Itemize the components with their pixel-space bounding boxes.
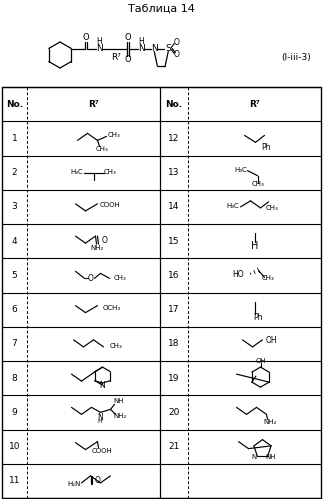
Text: 12: 12 bbox=[168, 134, 180, 143]
Text: OH: OH bbox=[255, 358, 266, 364]
Text: NH₂: NH₂ bbox=[264, 419, 277, 425]
Text: 4: 4 bbox=[12, 237, 17, 246]
Text: 20: 20 bbox=[168, 408, 180, 417]
Text: 9: 9 bbox=[12, 408, 17, 417]
Text: N: N bbox=[151, 44, 158, 53]
Text: NH: NH bbox=[265, 454, 276, 460]
Text: H₃C: H₃C bbox=[226, 203, 239, 209]
Text: CH₃: CH₃ bbox=[252, 181, 265, 187]
Text: CH₃: CH₃ bbox=[104, 169, 117, 175]
Text: R⁷: R⁷ bbox=[249, 100, 260, 109]
Text: S: S bbox=[165, 44, 171, 53]
Text: 8: 8 bbox=[12, 374, 17, 383]
Text: 6: 6 bbox=[12, 305, 17, 314]
Text: O: O bbox=[101, 236, 108, 245]
Text: N: N bbox=[96, 44, 103, 53]
Text: N: N bbox=[99, 381, 105, 390]
Text: R⁷: R⁷ bbox=[88, 100, 99, 109]
Text: CH₃: CH₃ bbox=[113, 275, 126, 281]
Text: 11: 11 bbox=[9, 477, 20, 486]
Text: 3: 3 bbox=[12, 203, 17, 212]
Text: O: O bbox=[173, 50, 179, 59]
Text: NH₂: NH₂ bbox=[114, 413, 127, 419]
Text: H: H bbox=[251, 241, 258, 251]
Text: CH₃: CH₃ bbox=[109, 343, 122, 349]
Text: CH₃: CH₃ bbox=[266, 205, 279, 211]
Text: Таблица 14: Таблица 14 bbox=[128, 4, 194, 14]
Text: 15: 15 bbox=[168, 237, 180, 246]
Text: O: O bbox=[95, 477, 100, 486]
Text: HO: HO bbox=[233, 270, 244, 279]
Text: Ph: Ph bbox=[262, 143, 271, 152]
Text: 10: 10 bbox=[9, 442, 20, 451]
Text: H₃C: H₃C bbox=[234, 167, 247, 173]
Text: O: O bbox=[83, 33, 89, 42]
Text: N: N bbox=[98, 413, 103, 422]
Text: OCH₃: OCH₃ bbox=[102, 304, 120, 310]
Text: H: H bbox=[138, 37, 144, 46]
Text: H₃C: H₃C bbox=[70, 169, 83, 175]
Text: 18: 18 bbox=[168, 339, 180, 348]
Text: 1: 1 bbox=[12, 134, 17, 143]
Text: N: N bbox=[138, 44, 145, 53]
Text: 17: 17 bbox=[168, 305, 180, 314]
Text: 2: 2 bbox=[12, 168, 17, 177]
Text: 14: 14 bbox=[168, 203, 180, 212]
Text: H: H bbox=[97, 419, 102, 424]
Text: O: O bbox=[125, 55, 131, 64]
Text: COOH: COOH bbox=[92, 448, 113, 454]
Text: No.: No. bbox=[165, 100, 182, 109]
Bar bbox=[2, 87, 321, 498]
Text: CH₃: CH₃ bbox=[107, 132, 120, 138]
Text: OH: OH bbox=[266, 336, 277, 345]
Text: NH: NH bbox=[113, 398, 124, 404]
Text: O: O bbox=[173, 38, 179, 47]
Text: CH₃: CH₃ bbox=[261, 275, 274, 281]
Text: No.: No. bbox=[6, 100, 23, 109]
Text: NH₂: NH₂ bbox=[91, 245, 104, 251]
Text: H₂N: H₂N bbox=[68, 481, 81, 487]
Text: H: H bbox=[96, 37, 102, 46]
Text: 16: 16 bbox=[168, 271, 180, 280]
Text: O: O bbox=[125, 33, 131, 42]
Text: CH₃: CH₃ bbox=[95, 146, 108, 152]
Text: N: N bbox=[252, 454, 257, 460]
Text: 7: 7 bbox=[12, 339, 17, 348]
Text: R⁷: R⁷ bbox=[111, 53, 121, 62]
Text: (I-iii-3): (I-iii-3) bbox=[281, 52, 311, 61]
Text: 19: 19 bbox=[168, 374, 180, 383]
Text: 21: 21 bbox=[168, 442, 180, 451]
Text: O: O bbox=[88, 274, 93, 283]
Text: 5: 5 bbox=[12, 271, 17, 280]
Text: Ph: Ph bbox=[254, 313, 263, 322]
Text: COOH: COOH bbox=[100, 202, 121, 208]
Text: 13: 13 bbox=[168, 168, 180, 177]
